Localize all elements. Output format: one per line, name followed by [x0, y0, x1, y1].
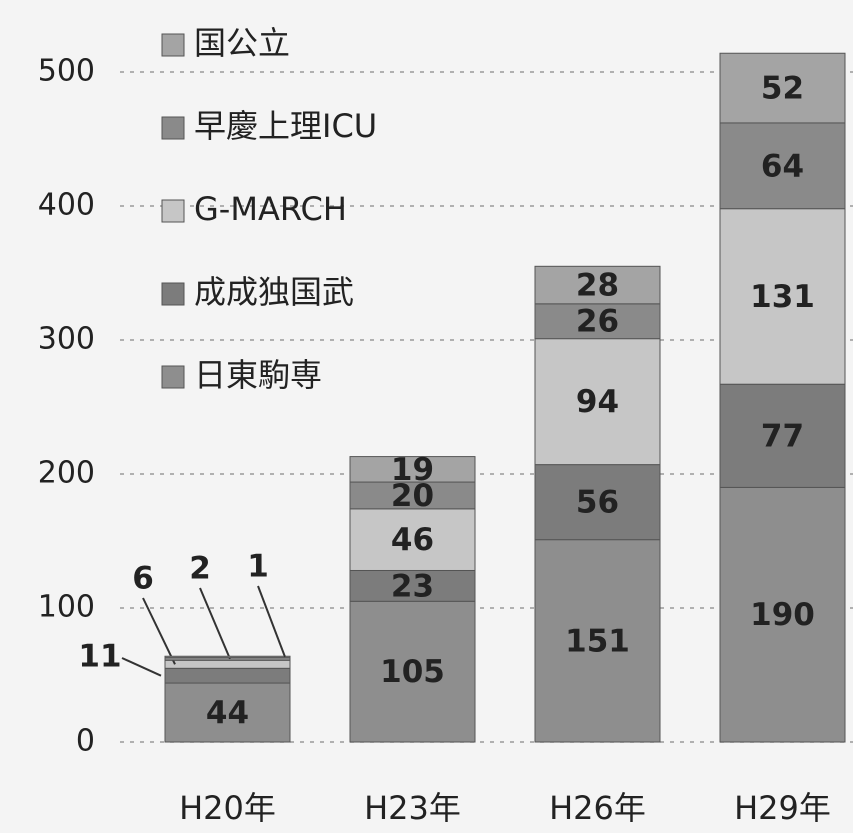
data-label: 56: [576, 485, 619, 521]
x-tick-label: H20年: [179, 789, 276, 827]
data-label: 2: [189, 551, 211, 587]
legend-label: 国公立: [194, 24, 290, 62]
leader-line: [121, 657, 162, 677]
bar-segment: [164, 667, 291, 684]
leader-line: [257, 585, 286, 658]
bar-segment: [349, 569, 476, 602]
data-label: 52: [761, 71, 804, 107]
bar-segment: [349, 456, 476, 483]
bar-segment: [719, 486, 846, 743]
data-label: 46: [391, 522, 434, 558]
data-label: 151: [565, 623, 630, 659]
y-tick-label: 400: [38, 188, 95, 223]
y-tick-label: 0: [76, 724, 95, 759]
data-label: 131: [750, 279, 815, 315]
legend-swatch: [161, 282, 185, 306]
bar-segment: [534, 265, 661, 305]
x-tick-label: H23年: [364, 789, 461, 827]
bar-segment: [349, 481, 476, 510]
y-tick-label: 300: [38, 322, 95, 357]
leader-line: [199, 587, 231, 660]
legend-swatch: [161, 199, 185, 223]
x-tick-label: H26年: [549, 789, 646, 827]
data-label: 77: [761, 418, 804, 454]
data-label: 23: [391, 568, 434, 604]
data-label: 105: [380, 654, 445, 690]
data-label: 20: [391, 478, 434, 514]
data-label: 26: [576, 304, 619, 340]
data-label: 1: [247, 549, 269, 585]
data-label: 190: [750, 597, 815, 633]
bar-segment: [719, 52, 846, 124]
legend-label: 成成独国武: [194, 273, 354, 311]
data-label: 11: [78, 639, 121, 675]
bar-segment: [349, 508, 476, 571]
leader-line: [142, 597, 176, 665]
legend-label: 日東駒専: [194, 356, 322, 394]
bar-segment: [164, 659, 291, 669]
legend-label: G-MARCH: [194, 190, 347, 228]
data-label: 94: [576, 384, 619, 420]
data-label: 44: [206, 695, 249, 731]
y-tick-label: 200: [38, 456, 95, 491]
data-label: 6: [132, 561, 154, 597]
legend-label: 早慶上理ICU: [194, 107, 377, 145]
data-label: 28: [576, 268, 619, 304]
bar-segment: [534, 539, 661, 743]
bar-segment: [719, 208, 846, 385]
x-tick-label: H29年: [734, 789, 831, 827]
data-label: 64: [761, 148, 804, 184]
data-label: 19: [391, 452, 434, 488]
bar-segment: [534, 464, 661, 541]
bar-segment: [719, 383, 846, 488]
bar-segment: [164, 682, 291, 743]
bar-segment: [534, 303, 661, 340]
bar-segment: [534, 338, 661, 466]
legend-swatch: [161, 33, 185, 57]
bar-segment: [349, 600, 476, 743]
legend-swatch: [161, 116, 185, 140]
bar-segment: [164, 655, 291, 659]
bar-segment: [719, 122, 846, 210]
legend-swatch: [161, 365, 185, 389]
y-tick-label: 500: [38, 54, 95, 89]
y-tick-label: 100: [38, 590, 95, 625]
